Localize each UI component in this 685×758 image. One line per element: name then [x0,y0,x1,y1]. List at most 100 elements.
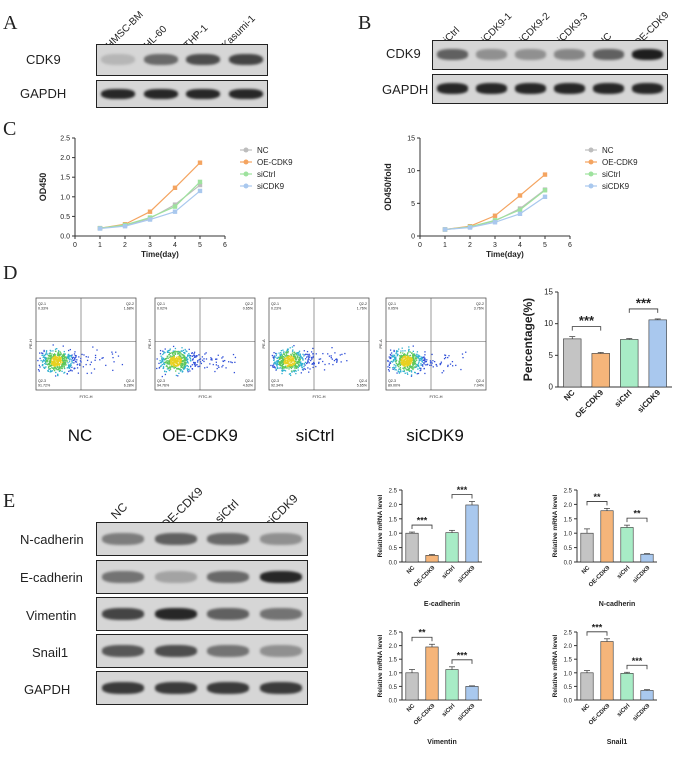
event-dot [312,356,314,359]
event-dot [287,348,289,350]
event-dot [448,355,450,357]
event-dot [172,353,174,355]
event-dot [298,362,300,364]
event-dot [294,363,297,365]
event-dot [53,361,55,363]
data-point [492,213,498,218]
event-dot [297,366,299,369]
event-dot [203,360,205,363]
event-dot [419,355,421,357]
event-dot [292,363,294,365]
event-dot [61,370,63,373]
event-dot [419,359,421,361]
event-dot [312,353,314,355]
quadrant-label: Q2-1 [157,302,165,306]
event-dot [39,357,41,360]
event-dot [191,355,194,357]
event-dot [287,364,289,367]
event-dot [78,356,80,358]
event-dot [194,364,196,366]
bar [580,672,594,701]
event-dot [171,359,173,362]
event-dot [172,365,174,367]
event-dot [393,366,395,368]
event-dot [176,368,178,370]
event-dot [409,363,411,365]
panel-letter-c: C [3,118,17,140]
event-dot [407,360,409,362]
event-dot [415,365,417,367]
y-tick-label: 1.5 [564,658,573,664]
event-dot [408,368,410,370]
event-dot [172,354,174,356]
event-dot [172,356,174,358]
blot-band [259,570,302,583]
event-dot [47,363,50,365]
event-dot [81,353,83,356]
event-dot [281,372,283,375]
blot-band [101,88,136,99]
event-dot [291,365,293,367]
event-dot [413,354,415,357]
event-dot [62,359,64,362]
event-dot [192,359,194,361]
event-dot [186,360,189,363]
event-dot [439,363,441,366]
event-dot [70,363,72,365]
event-dot [400,352,402,354]
event-dot [425,364,427,366]
event-dot [287,361,289,364]
event-dot [418,357,420,359]
category-label: NC [581,565,592,576]
event-dot [407,355,410,358]
event-dot [63,359,65,362]
event-dot [172,361,174,364]
event-dot [303,367,305,370]
flow-plot-sicdk9: Q2-10.05%Q2-23.76%Q2-389.00%Q2-47.04%FIT… [378,297,487,399]
event-dot [51,353,53,355]
event-dot [409,354,412,357]
event-dot [404,367,406,369]
event-dot [301,362,303,365]
event-dot [173,351,176,353]
event-dot [117,355,120,357]
event-dot [57,364,60,366]
event-dot [408,360,410,363]
event-dot [274,362,276,365]
event-dot [285,352,288,354]
event-dot [289,366,291,368]
event-dot [410,371,413,373]
event-dot [210,359,212,361]
event-dot [405,361,407,364]
event-dot [160,355,162,357]
event-dot [451,360,454,363]
event-dot [183,365,185,368]
event-dot [50,359,53,361]
event-dot [410,361,413,363]
event-dot [283,361,285,363]
event-dot [173,364,176,367]
y-tick-label: 1.5 [389,517,398,523]
flow-caption: siCDK9 [406,426,464,445]
event-dot [409,365,411,367]
quadrant-percentage: 94.76% [157,384,170,388]
event-dot [174,362,176,364]
event-dot [285,352,287,354]
event-dot [86,372,88,375]
event-dot [389,357,391,360]
event-dot [287,356,289,358]
y-axis-label: Relative mRNA level [377,494,384,557]
event-dot [389,362,392,364]
event-dot [411,367,413,369]
event-dot [403,368,405,370]
event-dot [47,357,50,359]
event-dot [429,364,431,366]
event-dot [404,355,407,357]
event-dot [290,363,293,366]
event-dot [111,353,114,355]
plot-frame [268,297,370,391]
event-dot [169,348,171,350]
event-dot [171,357,173,359]
event-dot [181,360,184,362]
event-dot [50,370,52,372]
